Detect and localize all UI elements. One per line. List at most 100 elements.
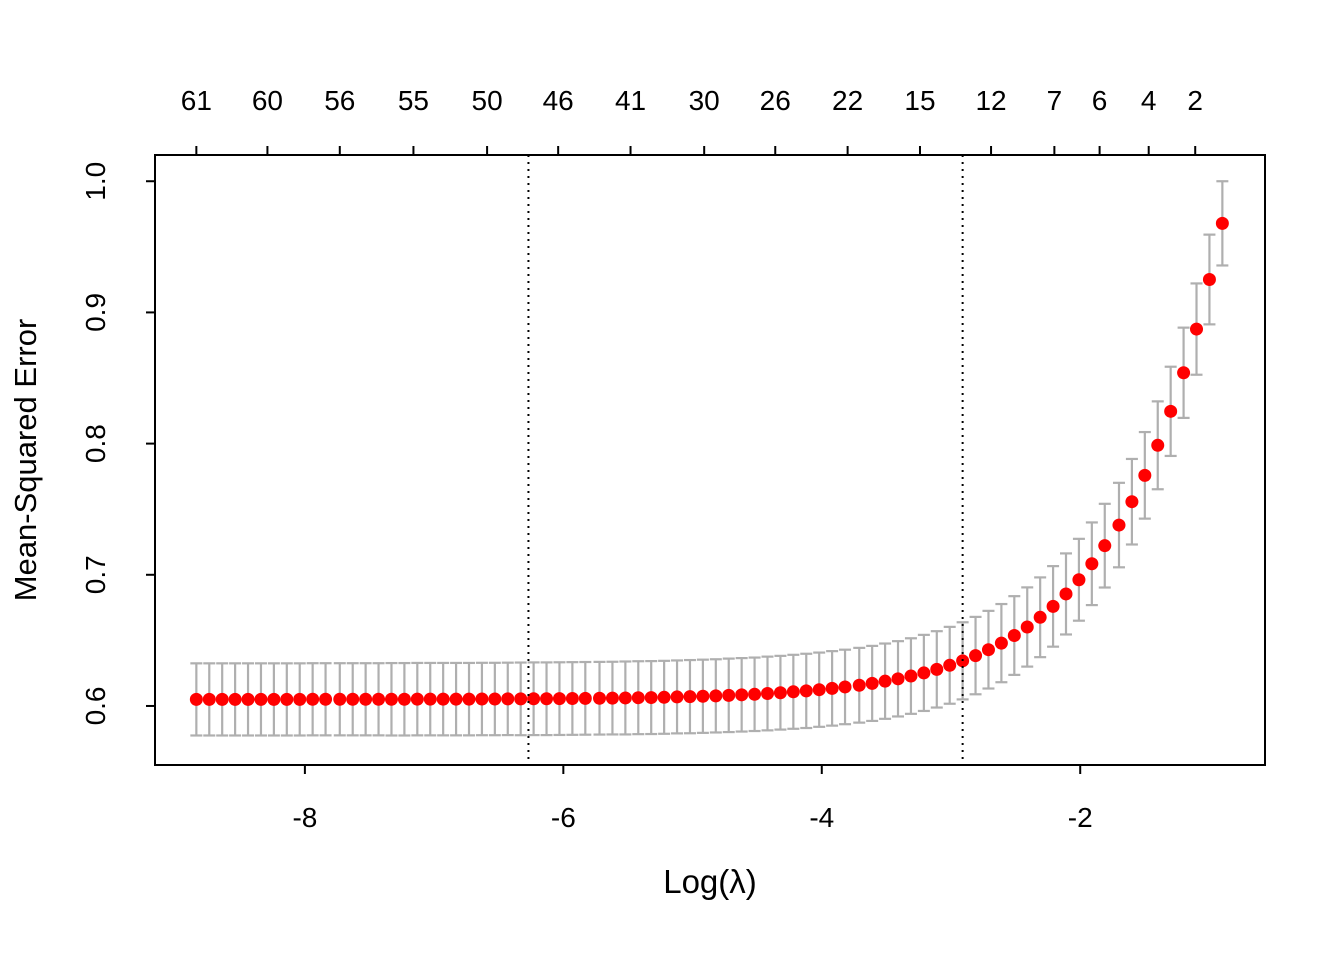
top-tick-label: 2: [1187, 85, 1203, 116]
data-point: [372, 692, 386, 706]
data-point: [540, 692, 554, 706]
tick-labels: -8 -6 -4 -20.60.70.80.91.061 60 56 55 50 46 41 30 2…: [80, 85, 1203, 833]
data-point: [1033, 610, 1047, 624]
y-tick-label: 1.0: [80, 162, 111, 201]
data-point: [254, 692, 268, 706]
x-tick-label: -8: [292, 802, 317, 833]
data-point: [709, 689, 723, 703]
data-point: [1164, 404, 1178, 418]
data-point: [306, 692, 320, 706]
top-tick-label: 41: [615, 85, 646, 116]
data-point: [735, 688, 749, 702]
data-point: [748, 687, 762, 701]
y-tick-label: 0.7: [80, 555, 111, 594]
data-point: [410, 692, 424, 706]
data-point: [397, 692, 411, 706]
data-point: [423, 692, 437, 706]
data-points: [189, 216, 1229, 706]
top-tick-label: 30: [689, 85, 720, 116]
data-point: [189, 692, 203, 706]
data-point: [488, 692, 502, 706]
data-point: [593, 691, 607, 705]
data-point: [969, 649, 983, 663]
data-point: [943, 658, 957, 672]
data-point: [618, 691, 632, 705]
data-point: [552, 692, 566, 706]
data-point: [891, 672, 905, 686]
data-point: [838, 680, 852, 694]
data-point: [1151, 438, 1165, 452]
top-tick-label: 46: [543, 85, 574, 116]
top-tick-label: 61: [181, 85, 212, 116]
data-point: [565, 691, 579, 705]
data-point: [293, 692, 307, 706]
data-point: [1072, 573, 1086, 587]
top-tick-label: 22: [832, 85, 863, 116]
data-point: [904, 669, 918, 683]
data-point: [812, 683, 826, 697]
x-axis-title: Log(λ): [663, 863, 757, 900]
data-point: [773, 686, 787, 700]
data-point: [1138, 468, 1152, 482]
data-point: [475, 692, 489, 706]
data-point: [761, 687, 775, 701]
top-tick-label: 6: [1092, 85, 1108, 116]
data-point: [241, 692, 255, 706]
data-point: [644, 691, 658, 705]
x-tick-label: -6: [551, 802, 576, 833]
top-tick-label: 60: [252, 85, 283, 116]
data-point: [514, 692, 528, 706]
data-point: [501, 692, 515, 706]
data-point: [786, 685, 800, 699]
data-point: [981, 643, 995, 657]
top-tick-label: 12: [975, 85, 1006, 116]
data-point: [527, 692, 541, 706]
data-point: [631, 691, 645, 705]
data-point: [333, 692, 347, 706]
top-tick-label: 50: [472, 85, 503, 116]
data-point: [267, 692, 281, 706]
data-point: [346, 692, 360, 706]
data-point: [657, 690, 671, 704]
data-point: [1085, 557, 1099, 571]
top-tick-label: 4: [1141, 85, 1157, 116]
data-point: [1202, 272, 1216, 286]
data-point: [1046, 599, 1060, 613]
data-point: [462, 692, 476, 706]
data-point: [930, 662, 944, 676]
data-point: [825, 681, 839, 695]
data-point: [202, 692, 216, 706]
data-point: [670, 690, 684, 704]
y-tick-label: 0.8: [80, 424, 111, 463]
data-point: [1059, 587, 1073, 601]
data-point: [384, 692, 398, 706]
data-point: [1177, 366, 1191, 380]
top-tick-label: 55: [398, 85, 429, 116]
data-point: [722, 688, 736, 702]
data-point: [1098, 539, 1112, 553]
data-point: [799, 684, 813, 698]
data-point: [1020, 620, 1034, 634]
data-point: [852, 678, 866, 692]
data-point: [280, 692, 294, 706]
data-point: [228, 692, 242, 706]
data-point: [215, 692, 229, 706]
data-point: [1125, 495, 1139, 509]
top-tick-label: 7: [1047, 85, 1063, 116]
data-point: [994, 636, 1008, 650]
plot-box: [154, 154, 1266, 766]
data-point: [436, 692, 450, 706]
axis-ticks: [146, 146, 1197, 774]
top-tick-label: 56: [324, 85, 355, 116]
x-tick-label: -4: [809, 802, 834, 833]
x-tick-label: -2: [1068, 802, 1093, 833]
top-tick-label: 15: [904, 85, 935, 116]
error-bars: [190, 180, 1229, 737]
top-tick-label: 26: [760, 85, 791, 116]
data-point: [578, 691, 592, 705]
data-point: [696, 689, 710, 703]
data-point: [1190, 322, 1204, 336]
data-point: [917, 666, 931, 680]
